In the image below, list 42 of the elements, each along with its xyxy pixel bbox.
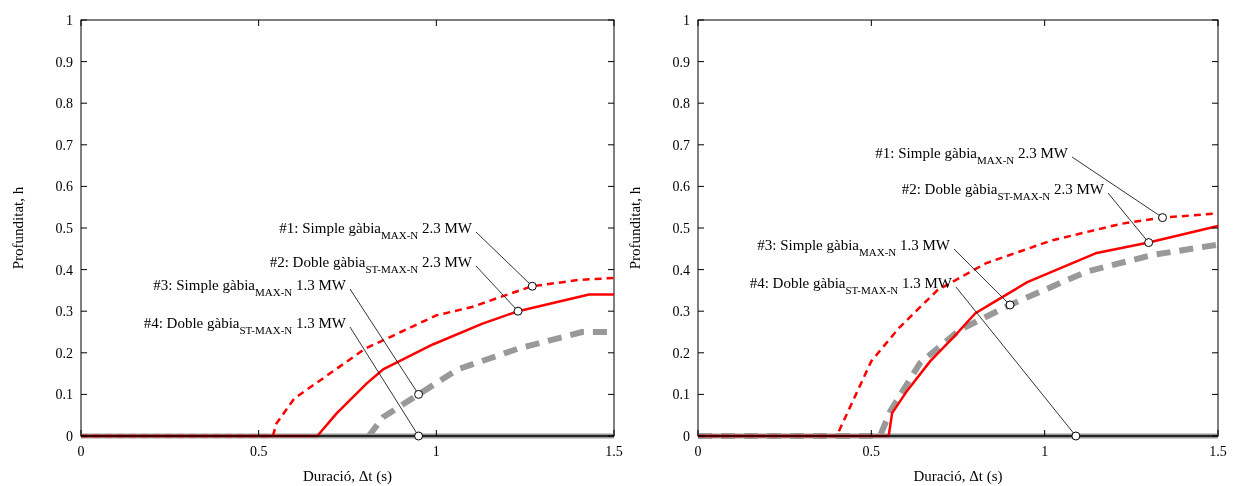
x-tick-label: 1.5 [605, 444, 623, 459]
y-axis-title: Profunditat, h [627, 186, 643, 270]
y-tick-label: 0.9 [672, 54, 690, 70]
annotation: #3: Simple gàbia$_{MAX-N}$ 1.3 MW [757, 237, 951, 258]
y-tick-label: 0 [683, 429, 690, 444]
y-tick-label: 0.3 [55, 304, 73, 320]
y-tick-label: 0.7 [672, 137, 690, 153]
annotation: #2: Doble gàbia$_{ST-MAX-N}$ 2.3 MW [901, 181, 1105, 202]
x-tick-label: 1 [432, 444, 440, 459]
y-tick-label: 0.6 [55, 179, 73, 195]
annotation: #1: Simple gàbia$_{MAX-N}$ 2.3 MW [279, 220, 473, 241]
x-tick-label: 1 [1041, 444, 1049, 459]
y-tick-label: 0.8 [55, 96, 73, 112]
y-tick-label: 0.5 [55, 221, 73, 236]
annotation: #1: Simple gàbia$_{MAX-N}$ 2.3 MW [875, 145, 1069, 166]
x-tick-label: 0 [694, 444, 702, 459]
x-axis-title: Duració, Δt (s) [913, 468, 1003, 485]
x-tick-label: 0.5 [249, 444, 268, 459]
annotation: #2: Doble gàbia$_{ST-MAX-N}$ 2.3 MW [269, 254, 473, 275]
annotation: #4: Doble gàbia$_{ST-MAX-N}$ 1.3 MW [749, 275, 953, 296]
y-tick-label: 0.5 [672, 221, 690, 236]
y-tick-label: 0.4 [55, 262, 73, 278]
y-tick-label: 0.6 [672, 179, 690, 195]
y-tick-label: 1 [683, 13, 690, 28]
y-tick-label: 1 [66, 13, 73, 28]
x-tick-label: 0 [77, 444, 85, 459]
y-tick-label: 0 [66, 429, 73, 444]
y-tick-label: 0.9 [55, 54, 73, 70]
x-tick-label: 1.5 [1209, 444, 1227, 459]
y-tick-label: 0.1 [672, 387, 690, 403]
y-tick-label: 0.8 [672, 96, 690, 112]
y-tick-label: 0.2 [672, 345, 690, 361]
y-tick-label: 0.4 [672, 262, 690, 278]
x-tick-label: 0.5 [862, 444, 881, 459]
x-axis-title: Duració, Δt (s) [302, 468, 393, 485]
y-tick-label: 0.3 [672, 304, 690, 320]
y-tick-label: 0.7 [55, 137, 73, 153]
y-tick-label: 0.1 [55, 387, 73, 403]
annotation: #4: Doble gàbia$_{ST-MAX-N}$ 1.3 MW [143, 315, 347, 336]
y-tick-label: 0.2 [55, 345, 73, 361]
annotation: #3: Simple gàbia$_{MAX-N}$ 1.3 MW [153, 277, 347, 298]
y-axis-title: Profunditat, h [10, 186, 26, 270]
